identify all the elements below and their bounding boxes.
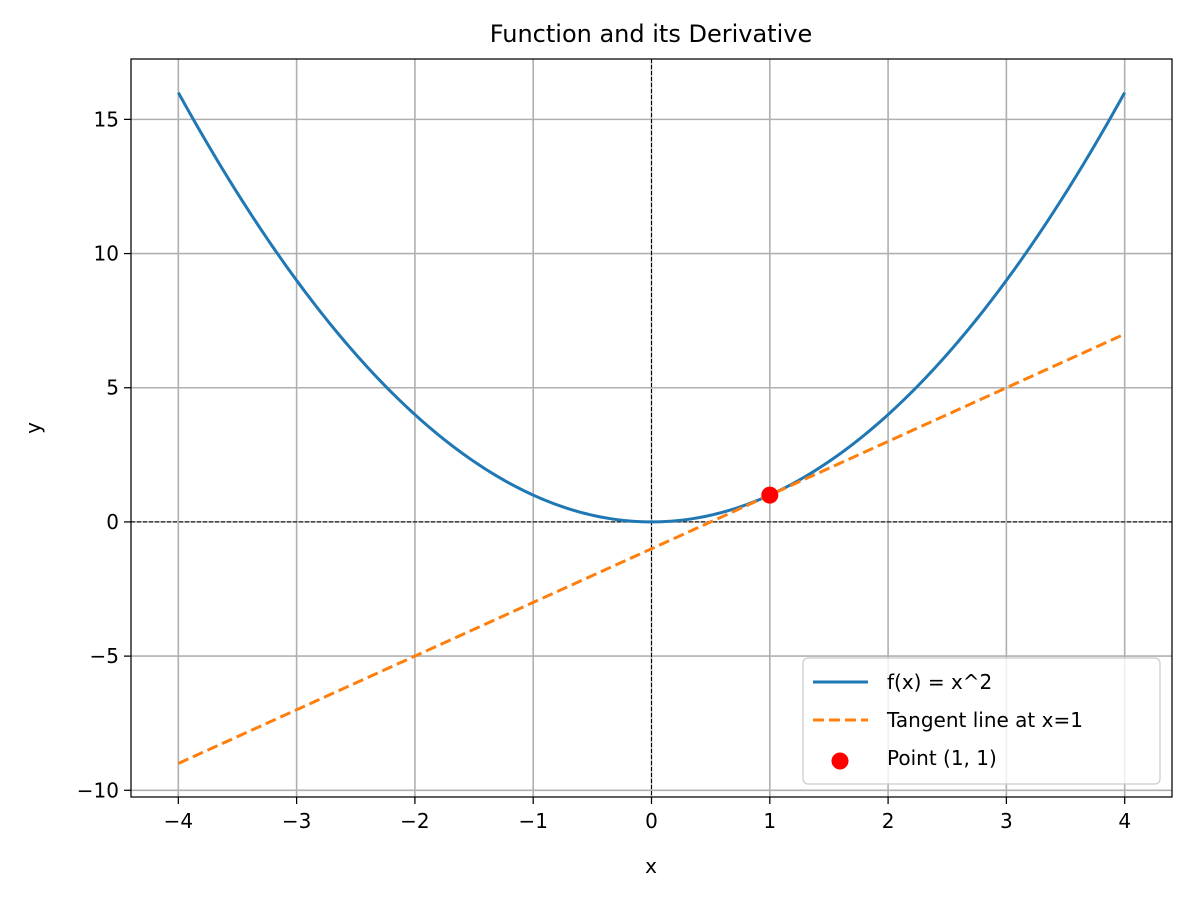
x-tick-label: 0 (645, 809, 658, 833)
legend-label: Point (1, 1) (887, 746, 997, 770)
x-tick-label: −3 (282, 809, 311, 833)
chart-title: Function and its Derivative (490, 20, 812, 48)
x-tick-label: −2 (400, 809, 429, 833)
y-tick-label: 5 (106, 376, 119, 400)
legend-label: f(x) = x^2 (887, 670, 992, 694)
y-axis-label: y (21, 422, 45, 434)
y-axis: −10 −5 0 5 10 15 (77, 107, 131, 802)
series-line-parabola (177, 91, 1126, 524)
x-tick-label: −4 (164, 809, 193, 833)
scatter-point (761, 486, 779, 504)
legend-swatch-marker (831, 752, 849, 770)
y-tick-label: 15 (94, 107, 119, 131)
y-tick-label: −10 (77, 778, 119, 802)
series-line-tangent (177, 332, 1126, 765)
legend-box (802, 657, 1161, 785)
reference-lines (131, 59, 1172, 797)
y-tick-label: −5 (90, 644, 119, 668)
x-tick-label: 2 (882, 809, 895, 833)
x-axis-label: x (645, 854, 657, 878)
legend: f(x) = x^2 Tangent line at x=1 Point (1, 1… (802, 657, 1161, 785)
x-tick-label: 3 (1000, 809, 1013, 833)
y-tick-label: 0 (106, 510, 119, 534)
x-tick-label: 1 (763, 809, 776, 833)
x-tick-label: 4 (1118, 809, 1131, 833)
x-tick-label: −1 (518, 809, 547, 833)
series-layer (177, 91, 1126, 765)
legend-label: Tangent line at x=1 (886, 708, 1083, 732)
x-axis: −4 −3 −2 −1 0 1 2 3 4 (164, 797, 1131, 833)
y-tick-label: 10 (94, 242, 119, 266)
